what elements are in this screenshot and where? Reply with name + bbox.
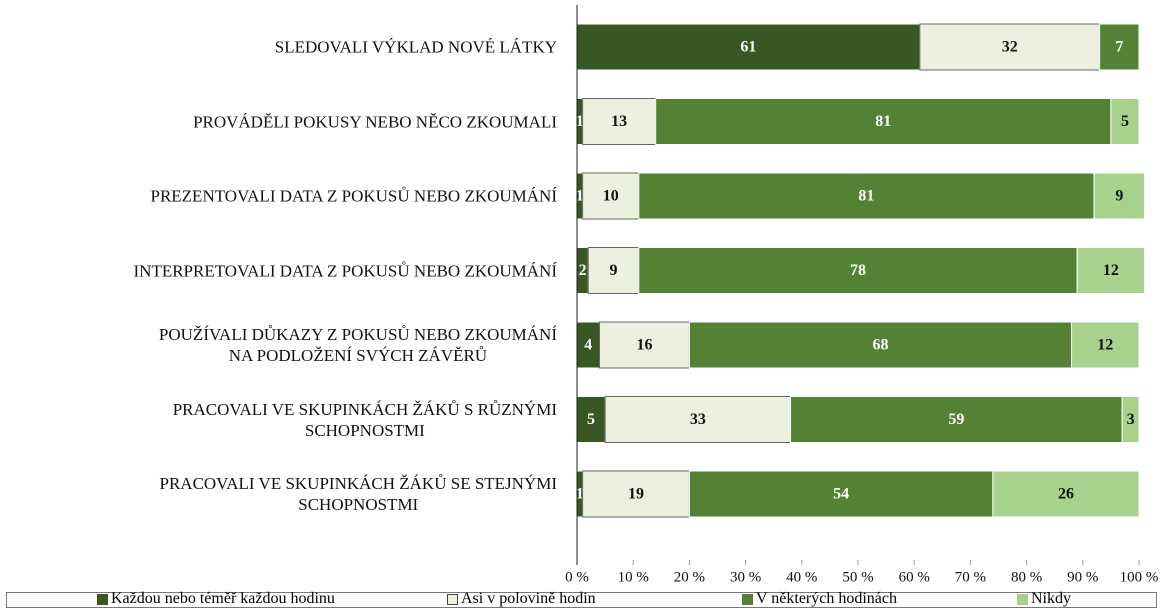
bar-segment: [688, 321, 1073, 369]
x-tick-label: 50 %: [842, 569, 873, 585]
x-tick-label: 30 %: [730, 569, 761, 585]
data-label: 32: [1002, 39, 1018, 56]
data-label: 78: [850, 262, 866, 279]
bar-segment: [582, 470, 690, 518]
category-label: PROVÁDĚLI POKUSY NEBO NĚCO ZKOUMALI: [193, 112, 557, 131]
bar-segment: [1093, 172, 1146, 220]
data-label: 4: [584, 337, 592, 354]
data-label: 1: [576, 113, 584, 130]
legend-label: Asi v polovině hodin: [461, 590, 596, 607]
bar-segment: [655, 98, 1112, 145]
legend-item: V některých hodinách: [742, 590, 897, 608]
category-label: PRACOVALI VE SKUPINKÁCH ŽÁKŮ S RŮZNÝMI S…: [172, 399, 557, 440]
x-tick-label: 60 %: [899, 569, 930, 585]
x-tick-label: 70 %: [955, 569, 986, 585]
data-label: 9: [610, 262, 618, 279]
legend: Každou nebo téměř každou hodinu Asi v pol…: [6, 590, 1157, 608]
data-label: 3: [1127, 411, 1135, 428]
legend-label: Každou nebo téměř každou hodinu: [111, 590, 335, 607]
data-label: 54: [833, 486, 849, 503]
legend-label: Nikdy: [1031, 590, 1071, 607]
bar-segment: [1099, 23, 1140, 71]
data-label: 68: [872, 337, 888, 354]
category-label: PRACOVALI VE SKUPINKÁCH ŽÁKŮ SE STEJNÝMI…: [159, 474, 558, 514]
data-label: 19: [628, 486, 644, 503]
bar-segment: [576, 23, 921, 71]
data-label: 5: [1121, 113, 1129, 130]
legend-item: Každou nebo téměř každou hodinu: [97, 590, 335, 608]
x-tick-label: 40 %: [786, 569, 817, 585]
data-label: 1: [576, 188, 584, 205]
category-label: PREZENTOVALI DATA Z POKUSŮ NEBO ZKOUMÁNÍ: [150, 186, 558, 206]
x-tick-label: 10 %: [618, 569, 649, 585]
legend-item: Asi v polovině hodin: [447, 590, 596, 608]
bar-segment: [582, 98, 657, 145]
bar-segment: [598, 321, 690, 369]
data-label: 12: [1103, 262, 1119, 279]
x-tick-label: 100 %: [1120, 569, 1159, 585]
chart: 0 % 10 % 20 % 30 % 40 % 50 % 60 % 70 % 80 % 90 % 1…: [565, 5, 1159, 585]
legend-item: Nikdy: [1017, 590, 1071, 608]
data-label: 10: [603, 188, 619, 205]
x-tick-label: 0 %: [565, 569, 589, 585]
x-tick-label: 90 %: [1067, 569, 1098, 585]
category-label: INTERPRETOVALI DATA Z POKUSŮ NEBO ZKOUMÁ…: [133, 261, 558, 280]
legend-swatch: [97, 593, 108, 605]
data-label: 12: [1097, 337, 1113, 354]
legend-swatch: [742, 593, 753, 605]
data-label: 9: [1115, 188, 1123, 205]
bar-segment: [1071, 321, 1140, 369]
legend-swatch: [1017, 593, 1028, 605]
bar-segment: [1110, 98, 1140, 145]
data-label: 5: [587, 411, 595, 428]
data-label: 16: [636, 337, 652, 354]
bar-segment: [1121, 396, 1140, 443]
data-label: 81: [858, 188, 874, 205]
bar-segment: [790, 396, 1123, 443]
data-label: 2: [579, 262, 587, 279]
bar-segment: [992, 470, 1140, 518]
bar-segment: [1076, 247, 1146, 294]
legend-swatch: [447, 593, 458, 605]
data-label: 7: [1115, 39, 1123, 56]
data-label: 61: [740, 39, 756, 56]
legend-label: V některých hodinách: [756, 590, 897, 607]
data-label: 81: [875, 113, 891, 130]
data-label: 13: [611, 113, 627, 130]
data-label: 26: [1058, 486, 1074, 503]
category-label: SLEDOVALI VÝKLAD NOVÉ LÁTKY: [274, 37, 557, 57]
data-label: 33: [690, 411, 706, 428]
bar-segment: [638, 172, 1095, 220]
data-label: 1: [576, 486, 584, 503]
x-tick-label: 80 %: [1011, 569, 1042, 585]
x-tick-label: 20 %: [674, 569, 705, 585]
category-label: POUŽÍVALI DŮKAZY Z POKUSŮ NEBO ZKOUMÁNÍ …: [158, 325, 557, 365]
bar-segment: [688, 470, 994, 518]
data-label: 59: [948, 411, 964, 428]
